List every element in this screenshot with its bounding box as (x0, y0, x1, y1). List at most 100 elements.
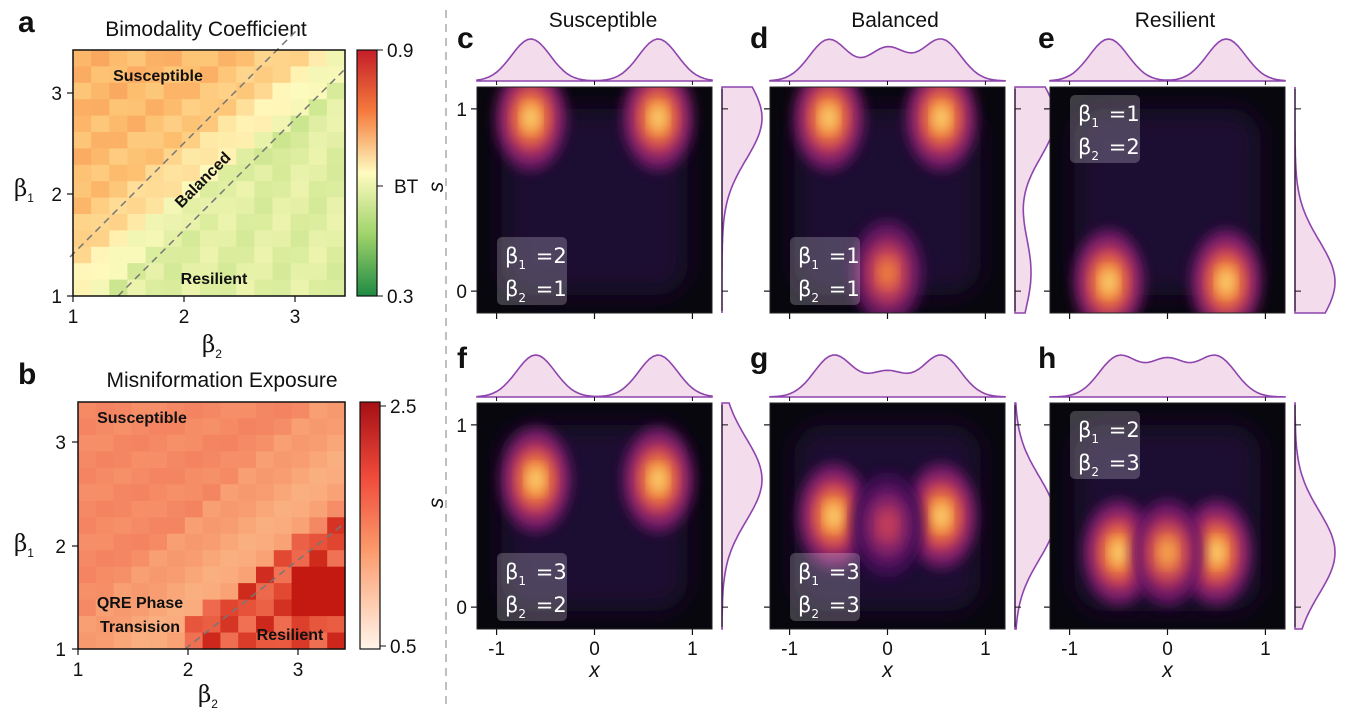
heatmap-a-cell (272, 115, 292, 133)
x-tick-label: 0 (1162, 639, 1173, 660)
heatmap-b-cell (184, 533, 204, 551)
heatmap-a-cell (145, 279, 165, 297)
heatmap-a-cell (73, 230, 92, 248)
heatmap-a-cell (290, 99, 310, 117)
heatmap-a-cell (109, 181, 128, 199)
heatmap-b-cell (131, 566, 150, 584)
heatmap-b-cell (238, 467, 257, 485)
heatmap-a-cell (109, 50, 128, 67)
heatmap-b-cell (291, 566, 310, 584)
density-peak (521, 104, 541, 132)
heatmap-b-cell (167, 616, 186, 634)
heatmap-a-cell (254, 230, 274, 248)
heatmap-b-cell (149, 402, 168, 420)
heatmap-b-cell (95, 616, 115, 634)
heatmap-b-cell (95, 533, 115, 551)
heatmap-a-cell (218, 197, 237, 215)
y-axis-label-a: β1 (14, 176, 34, 205)
heatmap-a-cell (73, 50, 92, 67)
heatmap-a-cell (236, 263, 255, 281)
s-axis-label-f: s (425, 497, 448, 508)
heatmap-b-cell (327, 583, 346, 601)
heatmap-a-cell (254, 82, 274, 100)
heatmap-b-cell (131, 451, 150, 469)
region-label-resilient-a: Resilient (181, 271, 248, 288)
heatmap-a-cell (73, 214, 92, 231)
heatmap-b-cell (131, 533, 150, 551)
heatmap-a-cell (127, 148, 147, 166)
boundary-line-b (184, 522, 346, 650)
density-peak (1158, 538, 1177, 567)
heatmap-a-cell (91, 115, 110, 133)
heatmap-a-cell (272, 214, 292, 231)
heatmap-a-cell (109, 279, 128, 297)
heatmap-a-cell (181, 181, 201, 199)
heatmap-b-cell (256, 402, 275, 420)
heatmap-a-cell (272, 164, 292, 182)
heatmap-a-cell (145, 230, 165, 248)
heatmap-a-cell (127, 197, 147, 215)
marginal-s-d (1014, 86, 1056, 314)
heatmap-b-cell (273, 467, 293, 485)
heatmap-a-cell (163, 279, 183, 297)
heatmap-b-cell (78, 434, 97, 452)
heatmap-b-cell (78, 402, 97, 420)
heatmap-b-cell (78, 533, 97, 551)
beta-1-value-g: β1 =3 (798, 560, 860, 588)
heatmap-b-cell (220, 632, 239, 650)
heatmap-a-cell (109, 246, 128, 264)
heatmap-a-cell (326, 263, 346, 281)
x-tick-b-1: 1 (73, 660, 84, 681)
heatmap-b-cell (131, 517, 150, 535)
heatmap-a-cell (326, 164, 346, 182)
heatmap-b-cell (291, 616, 310, 634)
heatmap-b-cell (78, 467, 97, 485)
heatmap-a-cell (290, 164, 310, 182)
heatmap-b-cell (95, 467, 115, 485)
heatmap-a-cell (308, 164, 328, 182)
heatmap-a-cell (163, 214, 183, 231)
density-peak (1207, 538, 1226, 567)
heatmap-b-cell (113, 434, 132, 452)
heatmap-a-cell (199, 99, 219, 117)
heatmap-b-cell (78, 616, 97, 634)
heatmap-b-cell (256, 517, 275, 535)
heatmap-a-cell (272, 132, 292, 149)
heatmap-b-cell (309, 517, 328, 535)
heatmap-a-cell (73, 148, 92, 166)
heatmap-a-cell (145, 246, 165, 264)
column-title-susceptible: Susceptible (549, 9, 658, 32)
heatmap-a-cell (308, 82, 328, 100)
heatmap-b-cell (220, 583, 239, 601)
heatmap-a-cell (127, 279, 147, 297)
marginal-s-c (721, 86, 763, 313)
heatmap-b-cell (113, 550, 132, 568)
heatmap-a-cell (326, 115, 346, 133)
heatmap-a-cell (163, 99, 183, 117)
heatmap-b-cell (149, 517, 168, 535)
heatmap-a-cell (199, 279, 219, 297)
heatmap-a-cell (326, 132, 346, 149)
panel-letter-h: h (1038, 342, 1056, 375)
panel-letter-b: b (18, 358, 36, 391)
heatmap-b-cell (291, 434, 310, 452)
heatmap-b-cell (309, 632, 328, 650)
heatmap-b-cells (78, 402, 346, 650)
heatmap-a-cell (181, 246, 201, 264)
heatmap-b-cell (149, 434, 168, 452)
beta-2-value-c: β2 =1 (505, 277, 567, 305)
heatmap-b-cell (238, 451, 257, 469)
beta-box-c (497, 237, 567, 305)
heatmap-b-cell (327, 566, 346, 584)
heatmap-a-cell (236, 82, 255, 100)
heatmap-a-cell (254, 246, 274, 264)
marginal-x-g (769, 354, 1006, 398)
x-tick-label: -1 (488, 639, 505, 660)
heatmap-b-cell (78, 451, 97, 469)
heatmap-b-cell (184, 434, 204, 452)
heatmap-b-cell (184, 566, 204, 584)
heatmap-b-cell (202, 599, 221, 617)
heatmap-a-cell (73, 99, 92, 117)
heatmap-a-cell (127, 230, 147, 248)
marginal-s-h (1294, 402, 1336, 630)
